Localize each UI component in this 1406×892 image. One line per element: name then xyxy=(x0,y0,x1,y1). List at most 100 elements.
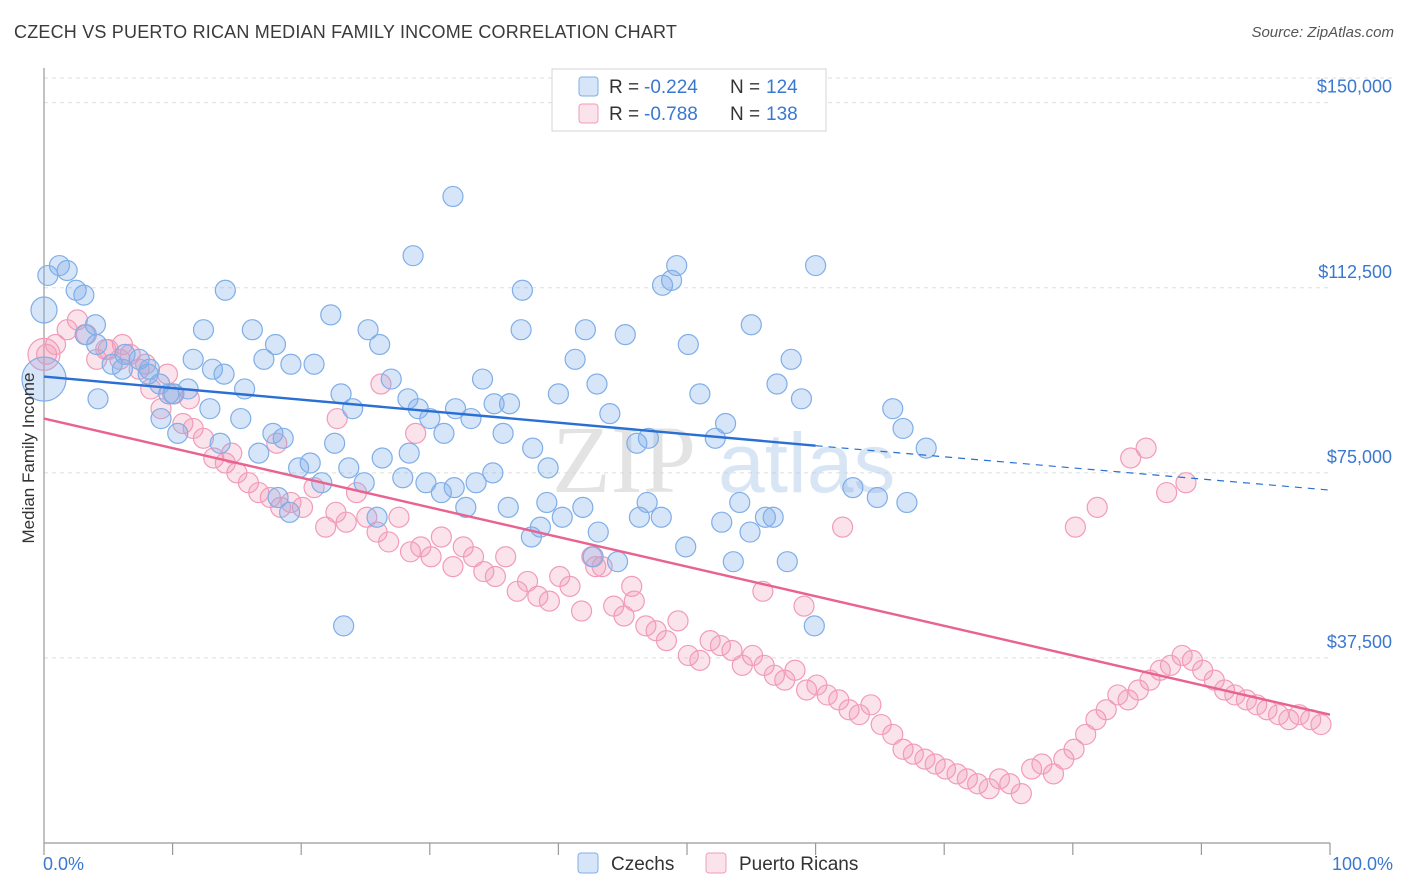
data-point xyxy=(564,348,586,370)
data-point xyxy=(892,417,914,440)
data-point xyxy=(762,506,784,528)
data-point xyxy=(892,738,914,760)
legend-r-label-pr: R = xyxy=(609,104,639,125)
x-tick-labels: 0.0% 100.0% xyxy=(43,854,1393,874)
data-point xyxy=(335,511,357,533)
data-point xyxy=(709,634,732,657)
data-point xyxy=(1135,437,1157,459)
data-point xyxy=(1171,644,1193,667)
data-point xyxy=(587,521,609,543)
data-point xyxy=(780,348,802,370)
data-point xyxy=(559,575,581,597)
data-point xyxy=(582,546,604,568)
data-point xyxy=(689,649,711,671)
data-point xyxy=(689,383,711,405)
data-point xyxy=(484,565,506,588)
data-point xyxy=(291,496,314,518)
data-point xyxy=(442,556,464,578)
data-point xyxy=(626,432,648,454)
data-point xyxy=(677,644,699,667)
legend-swatch-pr xyxy=(578,103,599,124)
data-point xyxy=(442,185,464,208)
data-point xyxy=(378,531,400,553)
data-point xyxy=(538,590,560,612)
data-point xyxy=(536,491,558,514)
data-point xyxy=(357,319,379,341)
data-point xyxy=(498,393,521,415)
data-point xyxy=(721,639,743,662)
legend-r-value-pr: -0.788 xyxy=(644,104,698,125)
data-point xyxy=(1042,763,1065,785)
data-point xyxy=(637,427,660,449)
data-point xyxy=(137,363,159,385)
data-point xyxy=(230,407,252,430)
data-point xyxy=(635,615,657,637)
data-point xyxy=(763,664,786,686)
data-point xyxy=(465,472,487,494)
y-tick-label: $112,500 xyxy=(1318,262,1392,282)
data-point xyxy=(956,768,978,790)
bottom-legend-label-pr: Puerto Ricans xyxy=(739,854,858,875)
data-point xyxy=(370,373,392,395)
data-point xyxy=(280,353,302,375)
data-point xyxy=(182,348,204,370)
data-point xyxy=(272,427,294,449)
data-point xyxy=(430,481,452,504)
data-point xyxy=(667,610,689,632)
data-point xyxy=(790,388,813,410)
data-point xyxy=(510,319,532,341)
data-point xyxy=(199,398,221,420)
data-point xyxy=(599,403,621,425)
legend-n-value-pr: 138 xyxy=(766,104,798,125)
data-point xyxy=(342,398,364,420)
data-point xyxy=(315,516,337,538)
data-point xyxy=(816,684,838,706)
pr-trend-line xyxy=(43,417,1331,716)
data-point xyxy=(866,486,888,509)
data-point xyxy=(455,496,477,518)
data-point xyxy=(86,333,108,356)
data-point xyxy=(388,506,410,528)
trend-lines xyxy=(43,375,1331,716)
data-point xyxy=(570,600,593,622)
bottom-legend-swatch-pr xyxy=(705,852,727,874)
data-point xyxy=(1086,496,1108,518)
data-point xyxy=(511,279,533,301)
data-point xyxy=(586,373,608,395)
data-point xyxy=(201,358,224,380)
data-point xyxy=(967,773,989,795)
data-point xyxy=(754,506,777,528)
data-point xyxy=(443,477,465,499)
data-point xyxy=(267,486,289,509)
bottom-legend-swatch-czech xyxy=(577,852,599,874)
data-point xyxy=(946,763,968,785)
data-point xyxy=(172,412,194,435)
data-point xyxy=(483,393,505,415)
data-point xyxy=(420,546,442,568)
data-point xyxy=(1095,699,1117,721)
watermark-atlas: atlas xyxy=(718,416,895,510)
data-point xyxy=(419,407,441,430)
legend-swatch-czech xyxy=(578,76,599,97)
data-point xyxy=(303,353,325,375)
axes xyxy=(43,68,1331,855)
series-legend: Czechs Puerto Ricans xyxy=(577,852,858,875)
data-point xyxy=(729,491,751,514)
czech-points xyxy=(21,185,937,637)
data-point xyxy=(460,407,482,430)
data-point xyxy=(402,245,424,267)
data-point xyxy=(209,432,231,454)
data-point xyxy=(471,368,494,390)
data-point xyxy=(380,368,402,390)
data-point xyxy=(279,501,301,523)
chart-title: CZECH VS PUERTO RICAN MEDIAN FAMILY INCO… xyxy=(14,22,678,42)
data-point xyxy=(699,630,721,652)
data-point xyxy=(1010,783,1032,805)
data-point xyxy=(740,314,762,336)
data-point xyxy=(320,304,342,326)
data-point xyxy=(114,343,136,365)
x-tick-label-min: 0.0% xyxy=(43,854,84,874)
data-point xyxy=(192,427,215,449)
chart-source: Source: ZipAtlas.com xyxy=(1251,24,1394,41)
data-point xyxy=(776,551,798,573)
